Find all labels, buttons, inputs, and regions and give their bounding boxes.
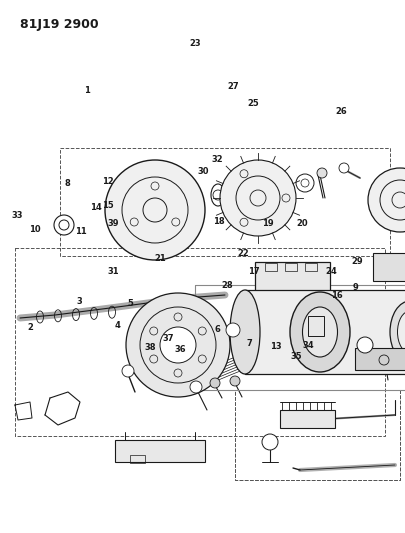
Text: 4: 4	[115, 321, 120, 329]
Text: 17: 17	[247, 268, 259, 276]
Text: 2: 2	[28, 324, 33, 332]
Text: 24: 24	[324, 268, 336, 276]
Text: 14: 14	[90, 204, 101, 212]
Circle shape	[220, 160, 295, 236]
Circle shape	[126, 293, 230, 397]
Text: 32: 32	[211, 156, 222, 164]
Text: 27: 27	[227, 82, 239, 91]
Text: 6: 6	[214, 325, 220, 334]
Text: 39: 39	[108, 220, 119, 228]
Circle shape	[338, 163, 348, 173]
Bar	[194, 285, 405, 390]
Text: 34: 34	[302, 341, 313, 350]
Bar	[130, 455, 145, 463]
Bar	[279, 410, 334, 428]
Circle shape	[316, 168, 326, 178]
Circle shape	[160, 327, 196, 363]
Bar	[304, 263, 316, 271]
Text: 3: 3	[76, 297, 82, 305]
Circle shape	[122, 365, 134, 377]
Text: 28: 28	[221, 281, 232, 289]
Text: 35: 35	[290, 352, 301, 360]
Bar	[60, 148, 389, 256]
Text: 9: 9	[352, 284, 357, 292]
Circle shape	[226, 323, 239, 337]
Text: 15: 15	[102, 201, 113, 209]
Bar	[115, 440, 205, 462]
Text: 5: 5	[127, 300, 132, 308]
Bar	[234, 390, 399, 480]
Bar	[307, 316, 323, 336]
Text: 18: 18	[213, 217, 224, 225]
Ellipse shape	[211, 184, 224, 206]
Text: 38: 38	[144, 343, 156, 352]
Text: 23: 23	[189, 39, 200, 48]
Bar	[15, 248, 384, 436]
Text: 16: 16	[330, 292, 342, 300]
Text: 8: 8	[64, 180, 70, 188]
Bar	[284, 263, 296, 271]
Text: 30: 30	[197, 167, 208, 176]
Circle shape	[105, 160, 205, 260]
Text: 19: 19	[262, 220, 273, 228]
Text: 25: 25	[247, 100, 259, 108]
Text: 1: 1	[84, 86, 90, 95]
Text: 33: 33	[11, 212, 23, 220]
Text: 7: 7	[246, 340, 252, 348]
Bar	[372, 253, 405, 281]
Circle shape	[367, 168, 405, 232]
Circle shape	[356, 337, 372, 353]
Bar	[234, 390, 399, 480]
Text: 31: 31	[108, 268, 119, 276]
Ellipse shape	[389, 301, 405, 363]
Text: 11: 11	[75, 228, 87, 236]
Text: 13: 13	[270, 342, 281, 351]
Text: 37: 37	[162, 334, 174, 343]
Bar	[244, 290, 405, 374]
Bar	[254, 262, 329, 300]
Circle shape	[54, 215, 74, 235]
Text: 12: 12	[102, 177, 113, 185]
Text: 29: 29	[351, 257, 362, 265]
Circle shape	[230, 376, 239, 386]
Ellipse shape	[302, 307, 337, 357]
Text: 26: 26	[335, 108, 346, 116]
Bar	[264, 263, 276, 271]
Text: 81J19 2900: 81J19 2900	[20, 18, 98, 31]
Circle shape	[261, 434, 277, 450]
Ellipse shape	[289, 292, 349, 372]
Text: 21: 21	[154, 254, 166, 263]
Text: 10: 10	[29, 225, 40, 233]
Text: 36: 36	[175, 345, 186, 353]
Ellipse shape	[230, 290, 259, 374]
Circle shape	[209, 378, 220, 388]
Bar	[354, 348, 405, 370]
Text: 22: 22	[237, 249, 249, 257]
Circle shape	[190, 381, 202, 393]
Text: 20: 20	[296, 220, 307, 228]
Ellipse shape	[396, 311, 405, 353]
